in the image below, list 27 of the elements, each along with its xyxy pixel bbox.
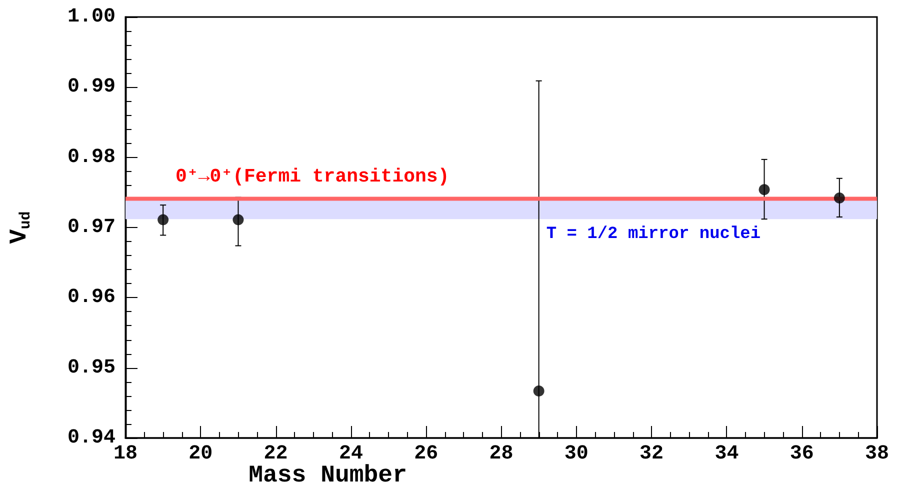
y-tick-label: 1.00	[67, 6, 116, 28]
x-tick-label: 20	[188, 442, 213, 466]
band-label: T = 1/2 mirror nuclei	[546, 225, 761, 244]
point	[758, 184, 770, 196]
point	[158, 214, 169, 226]
y-tick-label: 0.94	[67, 426, 116, 450]
ref-line-label: 0⁺→0⁺(Fermi transitions)	[176, 166, 450, 188]
x-tick-label: 22	[264, 442, 288, 466]
x-tick-label: 30	[564, 442, 588, 466]
x-tick-label: 32	[640, 442, 664, 466]
y-tick-label: 0.97	[67, 216, 116, 239]
x-tick-label: 18	[113, 442, 138, 466]
y-tick-label: 0.95	[67, 356, 116, 380]
x-tick-label: 26	[414, 442, 438, 466]
x-tick-label: 24	[338, 442, 363, 466]
x-tick-label: 38	[864, 442, 890, 466]
x-tick-label: 34	[714, 442, 739, 466]
point	[533, 385, 544, 396]
point	[232, 214, 244, 226]
point	[834, 192, 845, 204]
y-tick-label: 0.98	[67, 146, 116, 169]
x-tick-label: 36	[790, 442, 814, 466]
y-tick-label: 0.99	[67, 76, 116, 99]
y-tick-label: 0.96	[67, 286, 116, 310]
x-tick-label: 28	[489, 442, 514, 466]
y-axis-title: Vud	[6, 211, 34, 244]
x-axis-title: Mass Number	[248, 462, 407, 490]
